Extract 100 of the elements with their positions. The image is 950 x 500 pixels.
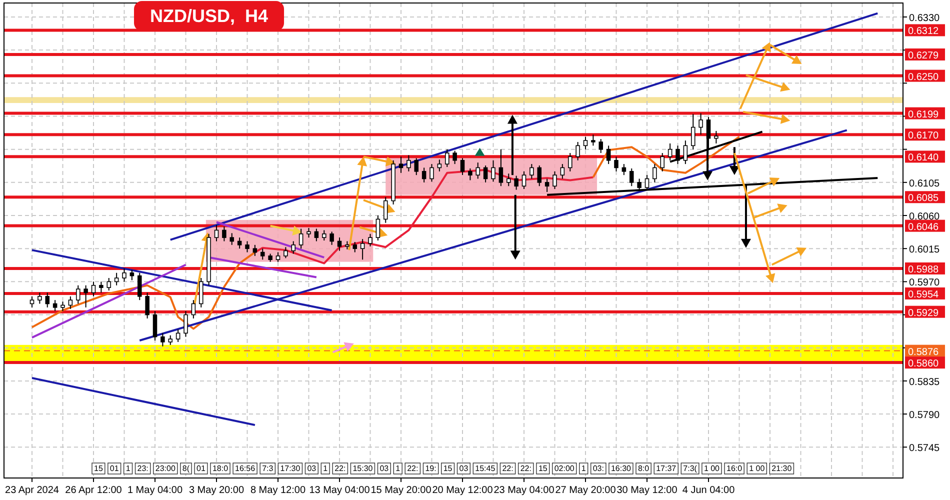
ref-line-label: 0.5860 — [908, 358, 940, 370]
x-tick-label: 13 May 04:00 — [309, 485, 370, 496]
candlestick — [483, 165, 488, 183]
candlestick — [376, 215, 380, 241]
candlestick — [544, 178, 550, 192]
candlestick — [52, 300, 58, 312]
candlestick — [468, 168, 472, 181]
candlestick — [560, 164, 565, 180]
candlestick — [106, 278, 112, 291]
candlestick — [606, 145, 611, 165]
annotation: 03 — [307, 464, 317, 473]
x-tick-label: 23 May 04:00 — [494, 485, 555, 496]
annotation: 22: — [520, 464, 532, 473]
candlestick — [260, 248, 265, 260]
candlestick — [414, 158, 419, 176]
candlestick — [237, 237, 242, 250]
candlestick — [276, 252, 280, 262]
candlestick — [168, 334, 173, 346]
candlestick — [460, 158, 465, 176]
candlestick — [45, 292, 50, 308]
candlestick — [514, 175, 518, 190]
candlestick — [30, 296, 34, 308]
chart-title: NZD/USD, H4 — [150, 6, 268, 26]
ref-line-label: 0.6279 — [908, 50, 940, 62]
candlestick — [145, 292, 150, 319]
candlestick — [568, 152, 572, 172]
candlestick — [430, 164, 434, 182]
annotation: 17:30 — [280, 464, 301, 473]
x-tick-label: 23 Apr 2024 — [5, 485, 60, 496]
candlestick — [337, 237, 342, 252]
annotation: 8( — [182, 464, 190, 473]
candlestick — [591, 134, 596, 146]
x-tick-label: 4 Jun 04:00 — [682, 485, 736, 496]
x-tick-label: 1 May 04:00 — [127, 485, 183, 496]
line-series — [254, 168, 594, 264]
annotation: 03: — [592, 464, 604, 473]
candlestick — [245, 240, 250, 253]
x-tick-label: 30 May 12:00 — [616, 485, 678, 496]
candlestick — [130, 269, 134, 281]
candlestick — [629, 168, 634, 187]
annotation: 15 — [443, 464, 453, 473]
annotation: 15 — [538, 464, 548, 473]
candlestick — [91, 281, 96, 297]
candlestick — [660, 152, 665, 172]
annotation: 16:56 — [235, 464, 256, 473]
annotation: 15 — [94, 464, 104, 473]
y-tick-label: 0.6330 — [909, 12, 940, 24]
y-tick-label: 0.6015 — [909, 244, 940, 256]
candlestick — [38, 292, 42, 304]
ref-line-label: 0.6085 — [908, 193, 940, 204]
candlestick — [614, 156, 618, 172]
candlestick — [506, 173, 511, 187]
annotation: 03 — [380, 464, 390, 473]
candlestick — [368, 233, 372, 247]
candlestick — [444, 148, 450, 168]
line-series — [592, 136, 740, 178]
candlestick — [122, 268, 126, 282]
annotation: 1 00 — [704, 464, 720, 473]
candlestick — [530, 164, 534, 180]
annotation: 01 — [196, 464, 206, 473]
candlestick — [322, 230, 326, 241]
annotation: 18:0 — [212, 464, 229, 473]
candlestick — [476, 162, 480, 180]
annotation: 8:0 — [638, 464, 650, 473]
candlestick — [214, 224, 219, 242]
y-tick-label: 0.6105 — [909, 178, 940, 190]
annotation: 22: — [502, 464, 514, 473]
candlestick — [576, 141, 580, 161]
candlestick — [291, 240, 296, 254]
candlestick — [298, 228, 304, 250]
annotation: 16:0 — [726, 464, 743, 473]
annotation: 22: — [334, 464, 346, 473]
ref-line-label: 0.6046 — [908, 222, 940, 233]
annotation: 7:3( — [683, 464, 698, 473]
candlestick — [360, 238, 365, 260]
ref-line-label: 0.6170 — [908, 130, 940, 142]
candlestick — [406, 154, 411, 172]
annotation: 23:00 — [155, 464, 176, 473]
candlestick — [491, 160, 496, 182]
candlestick — [452, 150, 457, 165]
candlestick — [68, 296, 73, 310]
candlestick — [152, 310, 158, 341]
ref-line-label: 0.5876 — [908, 346, 940, 358]
candlestick — [230, 232, 234, 246]
ref-line-label: 0.6250 — [908, 72, 940, 83]
x-tick-label: 15 May 20:00 — [370, 485, 432, 496]
ref-line-label: 0.5954 — [908, 289, 940, 300]
candlestick — [498, 148, 504, 187]
candlestick — [114, 272, 119, 286]
candlestick — [284, 246, 288, 259]
annotation: 1 — [323, 464, 328, 473]
candlestick — [191, 300, 196, 319]
annotation: 15:30 — [352, 464, 374, 473]
candlestick — [537, 165, 542, 187]
candlestick — [184, 310, 188, 338]
annotation: 7:3 — [262, 464, 274, 473]
candlestick — [252, 244, 258, 256]
annotation: 1 — [126, 464, 131, 473]
candlestick — [99, 281, 104, 294]
candlestick — [598, 138, 604, 154]
